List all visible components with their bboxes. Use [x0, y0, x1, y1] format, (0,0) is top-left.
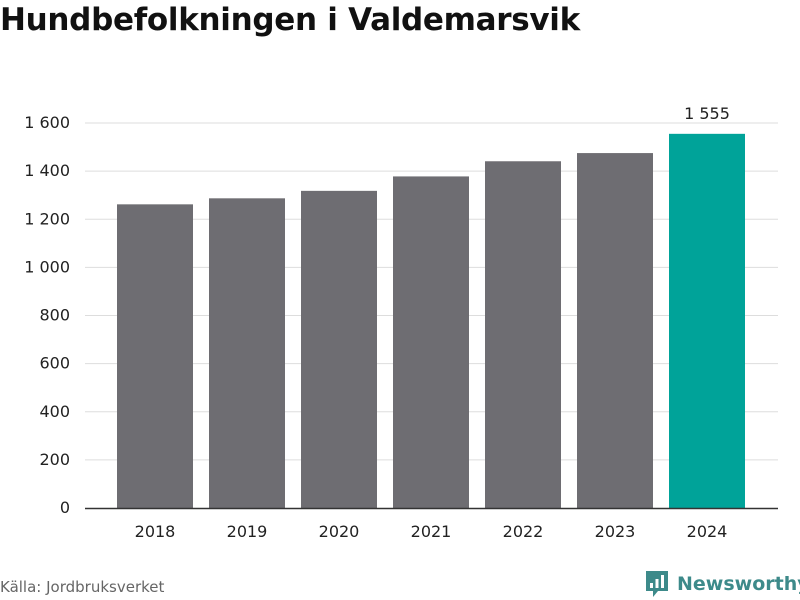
y-tick-label: 1 400	[24, 161, 70, 180]
y-axis-tick-labels: 0 200 400 600 800 1 000 1 200 1 400 1 600	[24, 113, 70, 517]
bar-2021	[393, 176, 469, 508]
chart-title: Hundbefolkningen i Valdemarsvik	[0, 2, 580, 38]
x-tick-label: 2023	[595, 522, 636, 541]
bar-2023	[577, 153, 653, 508]
data-label: 1 555	[684, 104, 730, 123]
y-tick-label: 1 200	[24, 209, 70, 228]
data-labels: 1 555	[684, 104, 730, 123]
x-axis-tick-labels: 2018 2019 2020 2021 2022 2023 2024	[135, 522, 728, 541]
bar-2020	[301, 190, 377, 508]
source-note: Källa: Jordbruksverket	[0, 578, 165, 596]
brand-name: Newsworthy	[677, 573, 800, 595]
y-tick-label: 1 000	[24, 257, 70, 276]
y-tick-label: 600	[39, 354, 70, 373]
y-tick-label: 800	[39, 306, 70, 325]
bar-2018	[117, 204, 193, 509]
y-tick-label: 1 600	[24, 113, 70, 132]
bar-2019	[209, 198, 285, 509]
x-tick-label: 2022	[503, 522, 544, 541]
brand-logo: Newsworthy	[644, 568, 800, 600]
x-tick-label: 2019	[227, 522, 268, 541]
y-tick-label: 0	[60, 498, 70, 517]
x-tick-label: 2021	[411, 522, 452, 541]
x-tick-label: 2020	[319, 522, 360, 541]
bars	[117, 133, 745, 509]
bar-2024	[669, 133, 745, 508]
newsworthy-logo-icon	[646, 571, 668, 597]
x-tick-label: 2018	[135, 522, 176, 541]
bar-2022	[485, 161, 561, 508]
y-tick-label: 200	[39, 450, 70, 469]
x-tick-label: 2024	[687, 522, 728, 541]
y-tick-label: 400	[39, 402, 70, 421]
